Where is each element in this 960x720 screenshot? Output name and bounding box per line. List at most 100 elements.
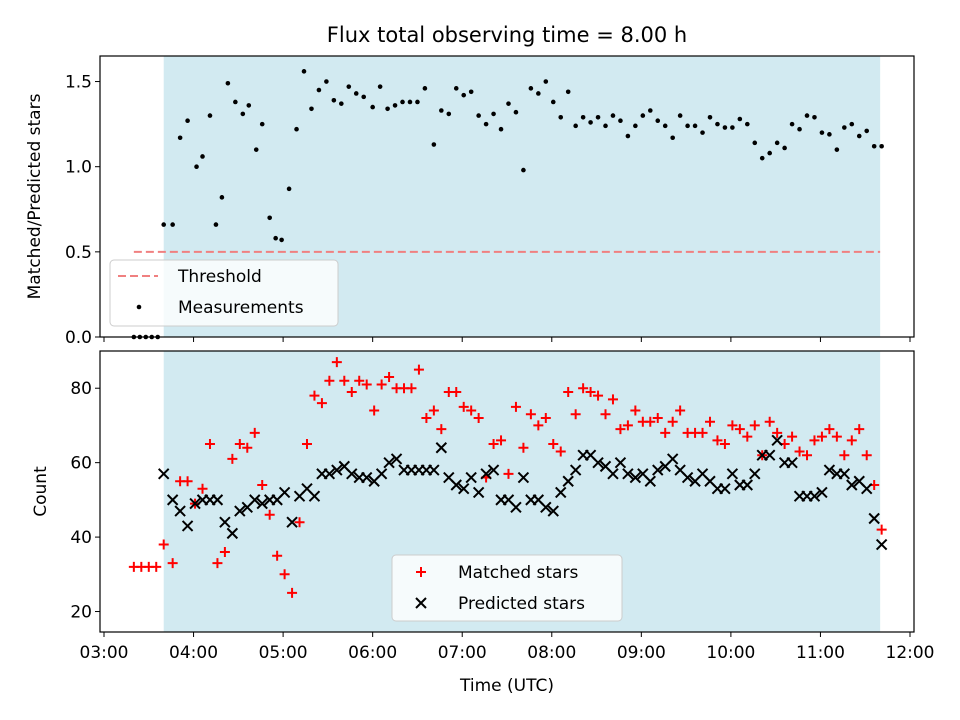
measurement-point <box>655 118 661 124</box>
matched-point <box>839 450 850 461</box>
predicted-point <box>166 494 179 506</box>
matched-point <box>719 439 730 450</box>
predicted-point <box>331 464 343 476</box>
matched-point <box>272 550 283 561</box>
measurement-point <box>558 115 564 120</box>
measurement-point <box>339 101 344 106</box>
matched-point <box>794 446 805 457</box>
measurement-point <box>346 84 352 89</box>
matched-point <box>346 386 357 397</box>
matched-point <box>712 435 723 446</box>
predicted-point <box>741 479 754 491</box>
matched-point <box>704 416 715 427</box>
measurement-point <box>782 145 787 151</box>
predicted-point <box>562 475 574 487</box>
predicted-point <box>614 456 627 469</box>
matched-point <box>167 558 178 569</box>
matched-point <box>151 561 162 572</box>
matched-point <box>309 390 320 401</box>
measurement-point <box>392 103 398 108</box>
predicted-point <box>465 471 477 484</box>
measurement-point <box>370 104 375 110</box>
x-tick-label: 12:00 <box>886 643 935 663</box>
predicted-point <box>189 497 201 510</box>
measurement-point <box>213 222 219 227</box>
chart-title: Flux total observing time = 8.00 h <box>327 23 687 47</box>
predicted-point <box>726 468 739 480</box>
matched-point <box>615 424 626 435</box>
measurement-point <box>618 118 623 124</box>
matched-point <box>234 439 245 450</box>
matched-point <box>182 476 193 487</box>
matched-point <box>227 453 238 464</box>
measurement-point <box>498 126 504 132</box>
predicted-point <box>763 449 776 461</box>
measurement-point <box>161 222 167 227</box>
y-tick-label: 60 <box>70 454 92 474</box>
measurement-point <box>752 140 758 146</box>
matched-point <box>787 431 798 442</box>
matched-point <box>264 509 275 520</box>
matched-point <box>622 420 633 431</box>
matched-point <box>488 439 499 450</box>
matched-point <box>667 416 678 427</box>
matched-point <box>734 424 745 435</box>
x-tick-label: 08:00 <box>527 643 576 663</box>
predicted-point <box>278 486 291 499</box>
matched-point <box>466 405 477 416</box>
predicted-point <box>786 456 798 469</box>
matched-point <box>316 398 327 409</box>
legend-matched-label: Matched stars <box>458 563 578 583</box>
predicted-point <box>607 468 619 480</box>
x-tick-label: 03:00 <box>80 643 129 663</box>
matched-point <box>600 409 611 420</box>
matched-point <box>331 357 342 368</box>
legend-measurement-swatch <box>136 304 142 310</box>
matched-point <box>301 439 312 450</box>
matched-point <box>593 390 604 401</box>
predicted-point <box>234 505 246 517</box>
predicted-point <box>383 456 395 469</box>
measurement-point <box>722 125 728 130</box>
predicted-point <box>569 464 582 476</box>
matched-point <box>645 416 656 427</box>
axes-frame <box>99 350 915 633</box>
measurement-point <box>804 113 810 118</box>
predicted-point <box>771 434 783 447</box>
predicted-point <box>823 464 836 476</box>
measurement-point <box>422 86 428 91</box>
measurement-point <box>521 167 526 173</box>
matched-point <box>861 450 872 461</box>
predicted-point <box>226 527 239 540</box>
measurement-point <box>789 121 795 127</box>
measurement-point <box>730 125 735 130</box>
x-tick-label: 05:00 <box>259 643 308 663</box>
measurement-point <box>603 123 608 129</box>
matched-point <box>384 372 395 383</box>
measurement-point <box>185 118 190 124</box>
measurement-point <box>415 99 420 105</box>
measurement-point <box>685 123 690 129</box>
measurement-point <box>253 147 259 152</box>
x-tick-label: 11:00 <box>796 643 845 663</box>
measurement-point <box>240 111 246 117</box>
matched-point <box>249 427 260 438</box>
matched-point <box>525 409 536 420</box>
y-axis-label: Matched/Predicted stars <box>25 93 45 299</box>
measurement-point <box>361 94 367 100</box>
matched-point <box>242 442 253 453</box>
measurement-point <box>528 86 534 91</box>
predicted-point <box>719 483 731 495</box>
legend-box <box>109 259 339 327</box>
predicted-point <box>808 490 821 502</box>
legend-measurement-label: Measurements <box>178 298 304 318</box>
x-tick-label: 07:00 <box>438 643 487 663</box>
measurement-point <box>625 133 631 139</box>
measurement-point <box>286 186 292 192</box>
predicted-point <box>174 505 186 517</box>
measurement-point <box>849 121 855 127</box>
measurement-point <box>513 109 519 115</box>
predicted-point <box>249 494 261 506</box>
measurement-point <box>759 155 765 161</box>
